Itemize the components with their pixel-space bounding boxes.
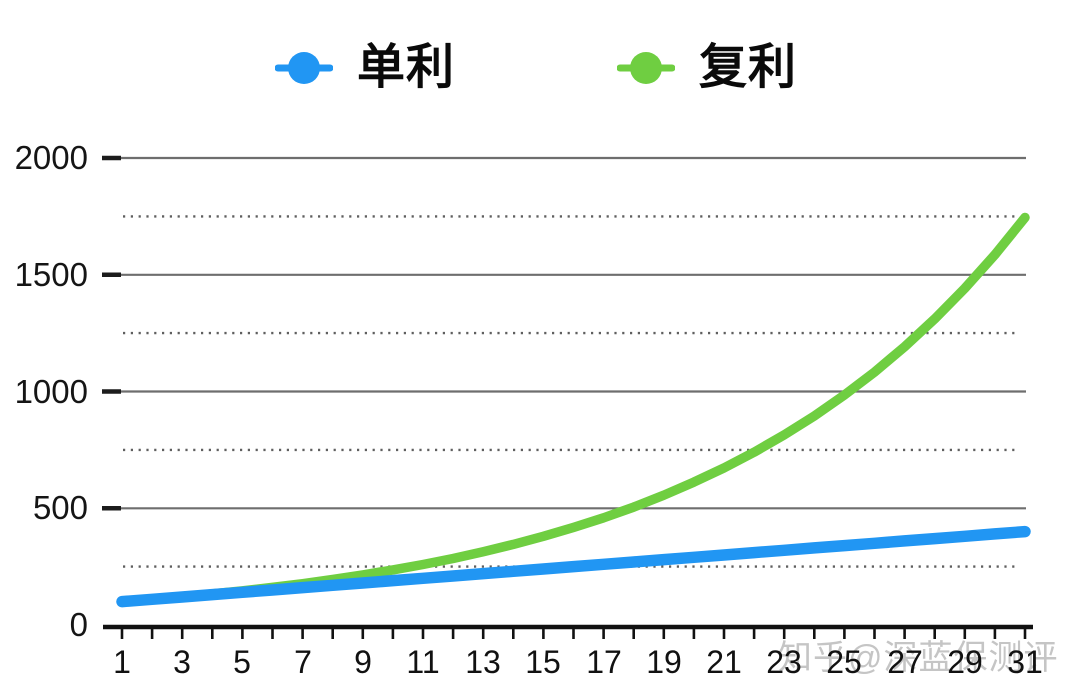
x-tick-label: 5 [233,644,251,680]
y-tick-label: 2000 [14,139,88,176]
x-tick-label: 25 [826,644,862,680]
legend-label-compound-interest: 复利 [699,41,798,94]
x-tick-label: 27 [887,644,923,680]
x-tick-label: 7 [294,644,312,680]
watermark: 知乎@深蓝保测评 [778,639,1059,677]
y-tick-label: 500 [32,489,88,526]
x-tick-label: 23 [766,644,802,680]
x-tick-label: 15 [525,644,561,680]
x-tick-label: 9 [354,644,372,680]
y-tick-label: 1000 [14,373,88,410]
x-tick-label: 21 [706,644,742,680]
x-tick-label: 11 [406,644,440,680]
line-point-marker-icon [617,52,675,84]
y-tick-label: 1500 [14,256,88,293]
y-tick-label: 0 [69,606,88,643]
legend-item-compound-interest[interactable]: 复利 [617,44,797,92]
x-tick-label: 3 [173,644,191,680]
x-tick-label: 31 [1007,644,1043,680]
chart-legend: 单利 复利 [0,44,1072,92]
x-tick-label: 13 [465,644,501,680]
x-tick-label: 29 [947,644,983,680]
x-tick-label: 17 [586,644,622,680]
x-tick-label: 1 [113,644,131,680]
legend-item-simple-interest[interactable]: 单利 [274,41,455,94]
legend-label-simple-interest: 单利 [356,41,455,94]
x-tick-label: 19 [646,644,682,680]
line-point-marker-icon [274,52,333,84]
